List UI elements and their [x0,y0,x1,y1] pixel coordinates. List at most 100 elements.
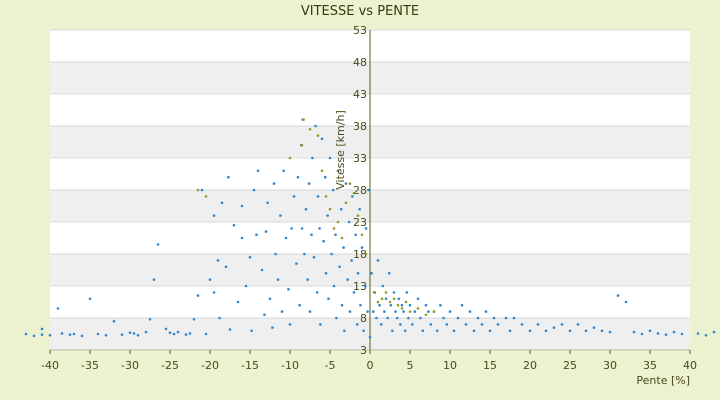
data-point [260,268,264,272]
data-point [435,329,439,333]
data-point [344,182,348,185]
data-point [432,310,436,313]
data-point [331,188,335,192]
data-point [306,278,309,281]
data-point [172,332,176,336]
data-point [288,156,292,160]
data-point [391,329,394,333]
data-point [196,188,200,192]
data-point [252,188,256,192]
data-point [224,265,228,269]
data-point [427,310,430,313]
data-point [327,297,330,301]
data-point [156,243,160,246]
data-point [413,310,417,313]
data-point [284,236,288,240]
data-point [496,323,500,326]
data-point [442,316,445,320]
data-point [408,310,412,313]
data-point [375,316,378,320]
data-point [672,330,676,334]
data-point [399,323,402,326]
data-point [544,329,548,333]
data-point [397,297,401,301]
data-point [347,220,351,224]
data-point [389,303,393,307]
data-point [376,259,380,262]
data-point [480,323,484,326]
data-point [326,214,329,217]
data-point [315,291,319,294]
data-point [416,297,420,301]
y-tick-label: 18 [353,248,367,261]
data-point [323,175,327,179]
data-point [48,334,52,337]
data-point [263,313,266,317]
data-point [445,323,449,326]
data-point [380,297,384,301]
data-point [456,316,460,320]
data-point [576,323,580,326]
data-point [148,318,152,321]
data-point [320,169,324,173]
y-tick-label: 28 [353,184,367,197]
data-point [472,329,476,333]
data-point [204,332,208,336]
data-point [352,291,356,294]
data-point [424,303,428,307]
data-point [355,323,359,326]
data-point [328,156,332,160]
data-point [218,316,221,320]
data-point [240,236,244,240]
data-point [400,307,404,310]
data-point [343,329,346,333]
data-point [266,201,269,205]
data-point [371,310,375,313]
data-point [184,333,188,336]
data-point [288,323,292,326]
y-tick-label: 23 [353,216,367,229]
data-point [520,323,524,326]
data-point [232,223,236,227]
x-tick-label: 20 [523,359,537,372]
data-point [419,316,422,320]
data-point [364,227,368,230]
data-point [316,134,320,137]
data-point [96,332,100,336]
data-point [280,310,284,313]
data-point [350,259,353,262]
data-point [411,323,414,326]
data-point [282,169,285,173]
data-point [274,252,277,256]
data-point [320,137,324,141]
data-point [364,252,368,256]
data-point [324,195,328,198]
x-tick-label: 25 [563,359,577,372]
data-point [395,316,399,320]
data-point [255,233,258,237]
data-point [319,323,322,326]
y-tick-label: 3 [360,344,367,357]
x-tick-label: 10 [443,359,457,372]
data-point [144,330,148,334]
data-point [40,333,44,336]
x-tick-label: -10 [281,359,299,372]
data-point [292,195,296,198]
data-point [400,303,404,307]
data-point [387,271,391,275]
data-point [72,332,76,336]
data-point [484,310,488,313]
data-point [348,182,352,185]
data-point [236,300,240,304]
data-point [336,169,340,173]
data-point [368,335,372,339]
data-point [356,271,360,275]
data-point [356,214,360,217]
data-point [712,330,716,334]
data-point [552,326,556,329]
data-point [152,278,156,281]
x-tick-label: 15 [483,359,497,372]
data-point [386,316,389,320]
data-point [340,303,344,307]
data-point [128,331,132,335]
